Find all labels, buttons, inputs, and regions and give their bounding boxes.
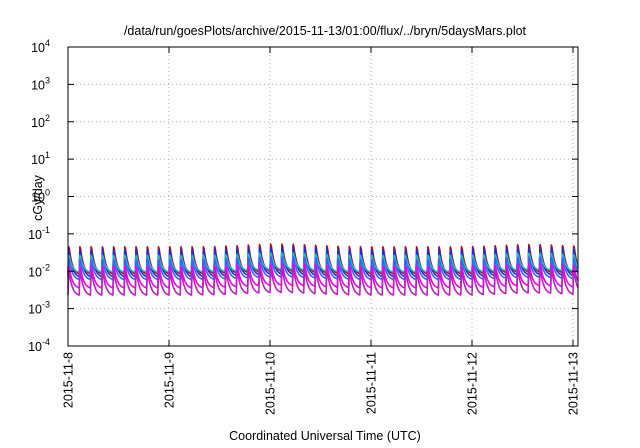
x-tick-label: 2015-11-12 [466, 352, 480, 415]
y-tick-label: 10-4 [28, 337, 50, 354]
y-tick-label: 103 [31, 75, 50, 92]
y-tick-label: 101 [31, 150, 50, 167]
y-tick-label: 102 [31, 113, 50, 130]
y-axis-label: cGy/day [31, 174, 45, 221]
series-line-6 [67, 268, 579, 296]
series-line-4 [67, 255, 579, 281]
x-tick-label: 2015-11-8 [62, 352, 76, 408]
x-tick-label: 2015-11-13 [567, 352, 581, 415]
y-tick-label: 100 [31, 188, 50, 205]
series-lines [67, 243, 579, 296]
axes: 10-4 10-3 10-2 10-1 100 101 102 103 104 2015-11-8… [28, 38, 580, 415]
x-axis-label: Coordinated Universal Time (UTC) [229, 429, 421, 443]
x-tick-label: 2015-11-10 [264, 352, 278, 415]
x-tick-label: 2015-11-9 [163, 352, 177, 408]
series-line-5 [67, 262, 579, 289]
y-tick-label: 10-2 [28, 262, 50, 279]
y-tick-label: 10-3 [28, 300, 50, 317]
series-line-3 [67, 251, 579, 273]
y-tick-label: 10-1 [28, 225, 50, 242]
chart-title: /data/run/goesPlots/archive/2015-11-13/0… [124, 24, 527, 38]
y-tick-label: 104 [31, 38, 50, 55]
x-tick-label: 2015-11-11 [365, 352, 379, 414]
series-line-2 [67, 245, 579, 278]
